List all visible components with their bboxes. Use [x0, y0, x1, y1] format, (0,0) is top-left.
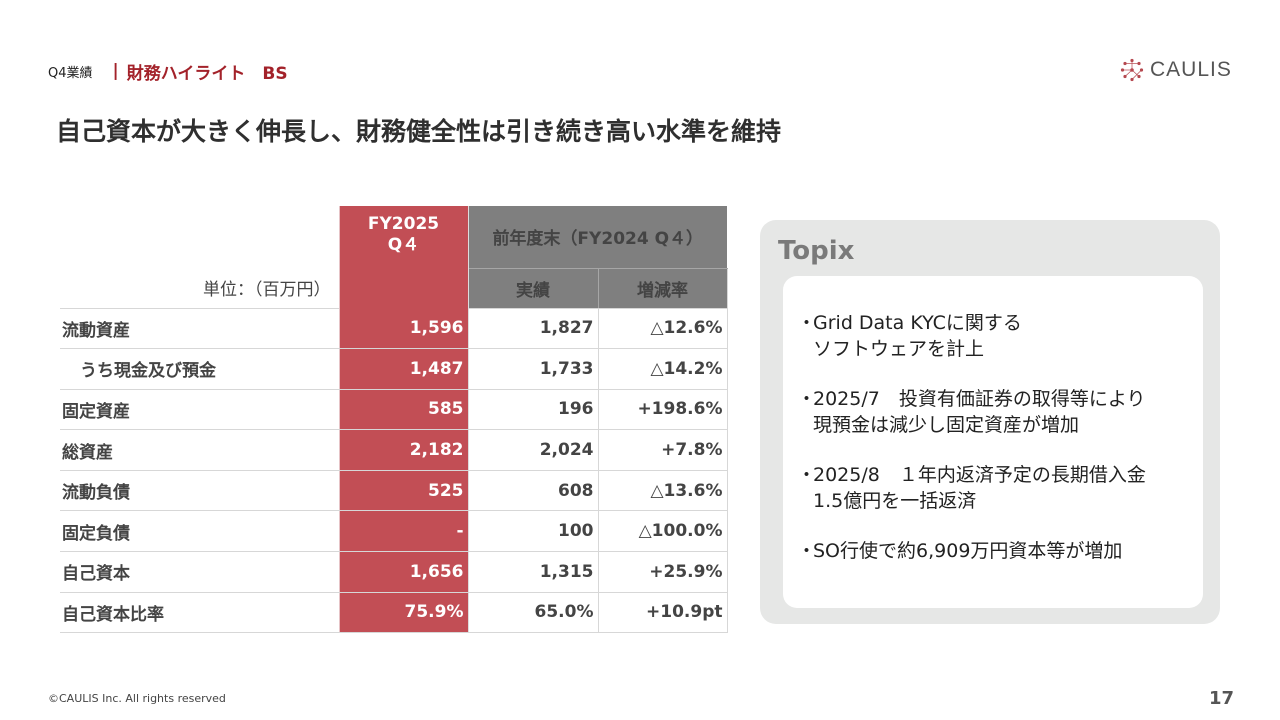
- bullet-mark: ・: [797, 388, 817, 410]
- col-header-current-line1: FY2025: [367, 214, 440, 234]
- cell-prev: 1,827: [468, 308, 599, 350]
- page-title: 自己資本が大きく伸長し、財務健全性は引き続き高い水準を維持: [56, 117, 782, 146]
- caulis-logo-icon: [1120, 58, 1144, 82]
- row-label: 流動資産: [60, 308, 339, 350]
- table-row: うち現金及び預金 1,487 1,733 △14.2%: [60, 348, 728, 390]
- logo-text: CAULIS: [1150, 58, 1232, 81]
- row-label: 総資産: [60, 429, 339, 471]
- col-header-actual: 実績: [468, 268, 599, 309]
- cell-rate: +7.8%: [598, 429, 728, 471]
- list-item: ・ 2025/8 １年内返済予定の長期借入金 1.5億円を一括返済: [797, 462, 1189, 514]
- list-item-text: 2025/8 １年内返済予定の長期借入金 1.5億円を一括返済: [813, 464, 1146, 512]
- row-label: 自己資本比率: [60, 592, 339, 634]
- cell-current: 1,656: [338, 551, 469, 593]
- row-label: 流動負債: [60, 470, 339, 512]
- cell-current: 2,182: [338, 429, 469, 471]
- table-subheader-row: 単位：（百万円） 実績 増減率: [60, 268, 728, 309]
- table-row: 流動負債 525 608 △13.6%: [60, 470, 728, 512]
- bullet-mark: ・: [797, 540, 817, 562]
- list-item: ・ 2025/7 投資有価証券の取得等により 現預金は減少し固定資産が増加: [797, 386, 1189, 438]
- cell-rate: +10.9pt: [598, 592, 728, 634]
- table-header-row: FY2025 Q４ 前年度末（FY2024 Q４）: [60, 206, 727, 308]
- cell-rate: +25.9%: [598, 551, 728, 593]
- cell-rate: △12.6%: [598, 308, 728, 350]
- table-row: 自己資本比率 75.9% 65.0% +10.9pt: [60, 592, 728, 634]
- list-item: ・ SO行使で約6,909万円資本等が増加: [797, 538, 1189, 564]
- company-logo: CAULIS: [1120, 58, 1232, 82]
- cell-rate: △13.6%: [598, 470, 728, 512]
- breadcrumb-divider: |: [112, 61, 119, 81]
- page-number: 17: [1208, 688, 1234, 709]
- balance-sheet-table: FY2025 Q４ 前年度末（FY2024 Q４） 単位：（百万円） 実績 増減…: [60, 206, 728, 634]
- copyright-notice: ©CAULIS Inc. All rights reserved: [48, 692, 226, 705]
- cell-current: 525: [338, 470, 469, 512]
- list-item: ・ Grid Data KYCに関する ソフトウェアを計上: [797, 310, 1189, 362]
- row-label: 固定負債: [60, 510, 339, 553]
- cell-current: 75.9%: [338, 592, 469, 634]
- table-row: 流動資産 1,596 1,827 △12.6%: [60, 308, 728, 350]
- table-row: 固定負債 - 100 △100.0%: [60, 510, 728, 553]
- cell-prev: 196: [468, 389, 599, 431]
- cell-prev: 65.0%: [468, 592, 599, 634]
- cell-prev: 1,315: [468, 551, 599, 593]
- list-item-text: SO行使で約6,909万円資本等が増加: [813, 540, 1123, 562]
- list-item-text: 2025/7 投資有価証券の取得等により 現預金は減少し固定資産が増加: [813, 388, 1146, 436]
- bullet-mark: ・: [797, 312, 817, 334]
- col-header-current-line2: Q４: [387, 235, 420, 255]
- col-header-prev-group: 前年度末（FY2024 Q４）: [468, 206, 727, 269]
- cell-prev: 608: [468, 470, 599, 512]
- row-label: 自己資本: [60, 551, 339, 593]
- cell-rate: △100.0%: [598, 510, 728, 553]
- section-label: Q4業績: [48, 65, 93, 81]
- breadcrumb: Q4業績 | 財務ハイライト BS: [48, 58, 288, 84]
- cell-current: 585: [338, 389, 469, 431]
- cell-current: -: [338, 510, 469, 553]
- cell-prev: 1,733: [468, 348, 599, 390]
- topix-list: ・ Grid Data KYCに関する ソフトウェアを計上 ・ 2025/7 投…: [783, 276, 1203, 608]
- topic-label: 財務ハイライト BS: [126, 63, 288, 84]
- topix-panel: Topix ・ Grid Data KYCに関する ソフトウェアを計上 ・ 20…: [760, 220, 1220, 624]
- cell-rate: △14.2%: [598, 348, 728, 390]
- list-item-text: Grid Data KYCに関する ソフトウェアを計上: [813, 312, 1022, 360]
- table-row: 固定資産 585 196 +198.6%: [60, 389, 728, 431]
- cell-rate: +198.6%: [598, 389, 728, 431]
- unit-label: 単位：（百万円）: [60, 268, 339, 309]
- table-row: 総資産 2,182 2,024 +7.8%: [60, 429, 728, 471]
- topix-title: Topix: [778, 236, 855, 266]
- col-header-rate: 増減率: [598, 268, 728, 309]
- cell-current: 1,487: [338, 348, 469, 390]
- cell-prev: 100: [468, 510, 599, 553]
- row-label: 固定資産: [60, 389, 339, 431]
- col-header-current: FY2025 Q４: [338, 206, 469, 308]
- table-corner: [60, 206, 339, 268]
- cell-current: 1,596: [338, 308, 469, 350]
- bullet-mark: ・: [797, 464, 817, 486]
- cell-prev: 2,024: [468, 429, 599, 471]
- row-label: うち現金及び預金: [60, 348, 339, 390]
- table-row: 自己資本 1,656 1,315 +25.9%: [60, 551, 728, 593]
